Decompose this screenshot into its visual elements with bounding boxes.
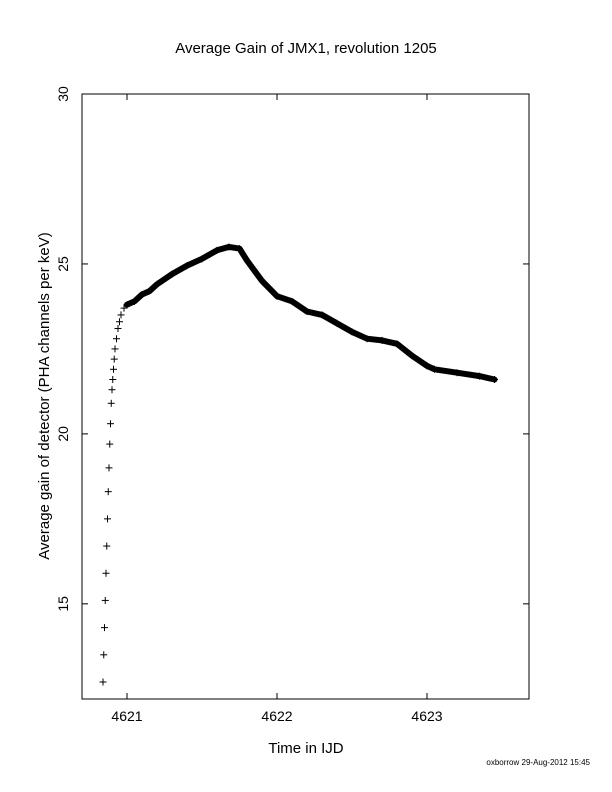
data-point [105,464,113,472]
y-tick-label: 30 [55,86,71,102]
data-point [114,325,122,333]
x-axis-label: Time in IJD [268,740,343,757]
x-tick-label: 4623 [411,708,442,724]
data-point [120,304,128,312]
data-point [101,624,108,632]
data-point [100,651,108,659]
data-point [106,440,114,448]
data-point [101,596,109,604]
y-tick-label: 20 [55,426,71,442]
data-point [107,399,115,407]
data-point [116,318,123,326]
x-axis-ticks: 4621 4622 4623 [111,94,443,724]
data-point [108,386,116,394]
x-tick-label: 4621 [111,708,142,724]
data-point [104,488,112,496]
x-tick-label: 4622 [261,708,292,724]
data-point [109,376,117,384]
data-points [99,243,498,686]
data-point [110,355,118,363]
y-tick-label: 25 [55,256,71,272]
y-tick-label: 15 [55,596,71,612]
data-point [99,678,107,686]
plot-frame [81,93,530,700]
data-point [103,542,111,550]
y-axis-label: Average gain of detector (PHA channels p… [36,232,53,559]
data-point [104,515,111,523]
data-point [110,365,117,373]
dense-data-trace [124,243,498,383]
data-point [111,345,119,353]
chart-title: Average Gain of JMX1, revolution 1205 [175,40,437,57]
footer-credit: oxborrow 29-Aug-2012 15:45 [486,758,590,767]
data-point [107,420,114,428]
data-point [117,311,125,319]
y-axis-ticks: 15 20 25 30 [55,86,529,612]
data-point [113,335,120,343]
data-point [102,569,110,577]
